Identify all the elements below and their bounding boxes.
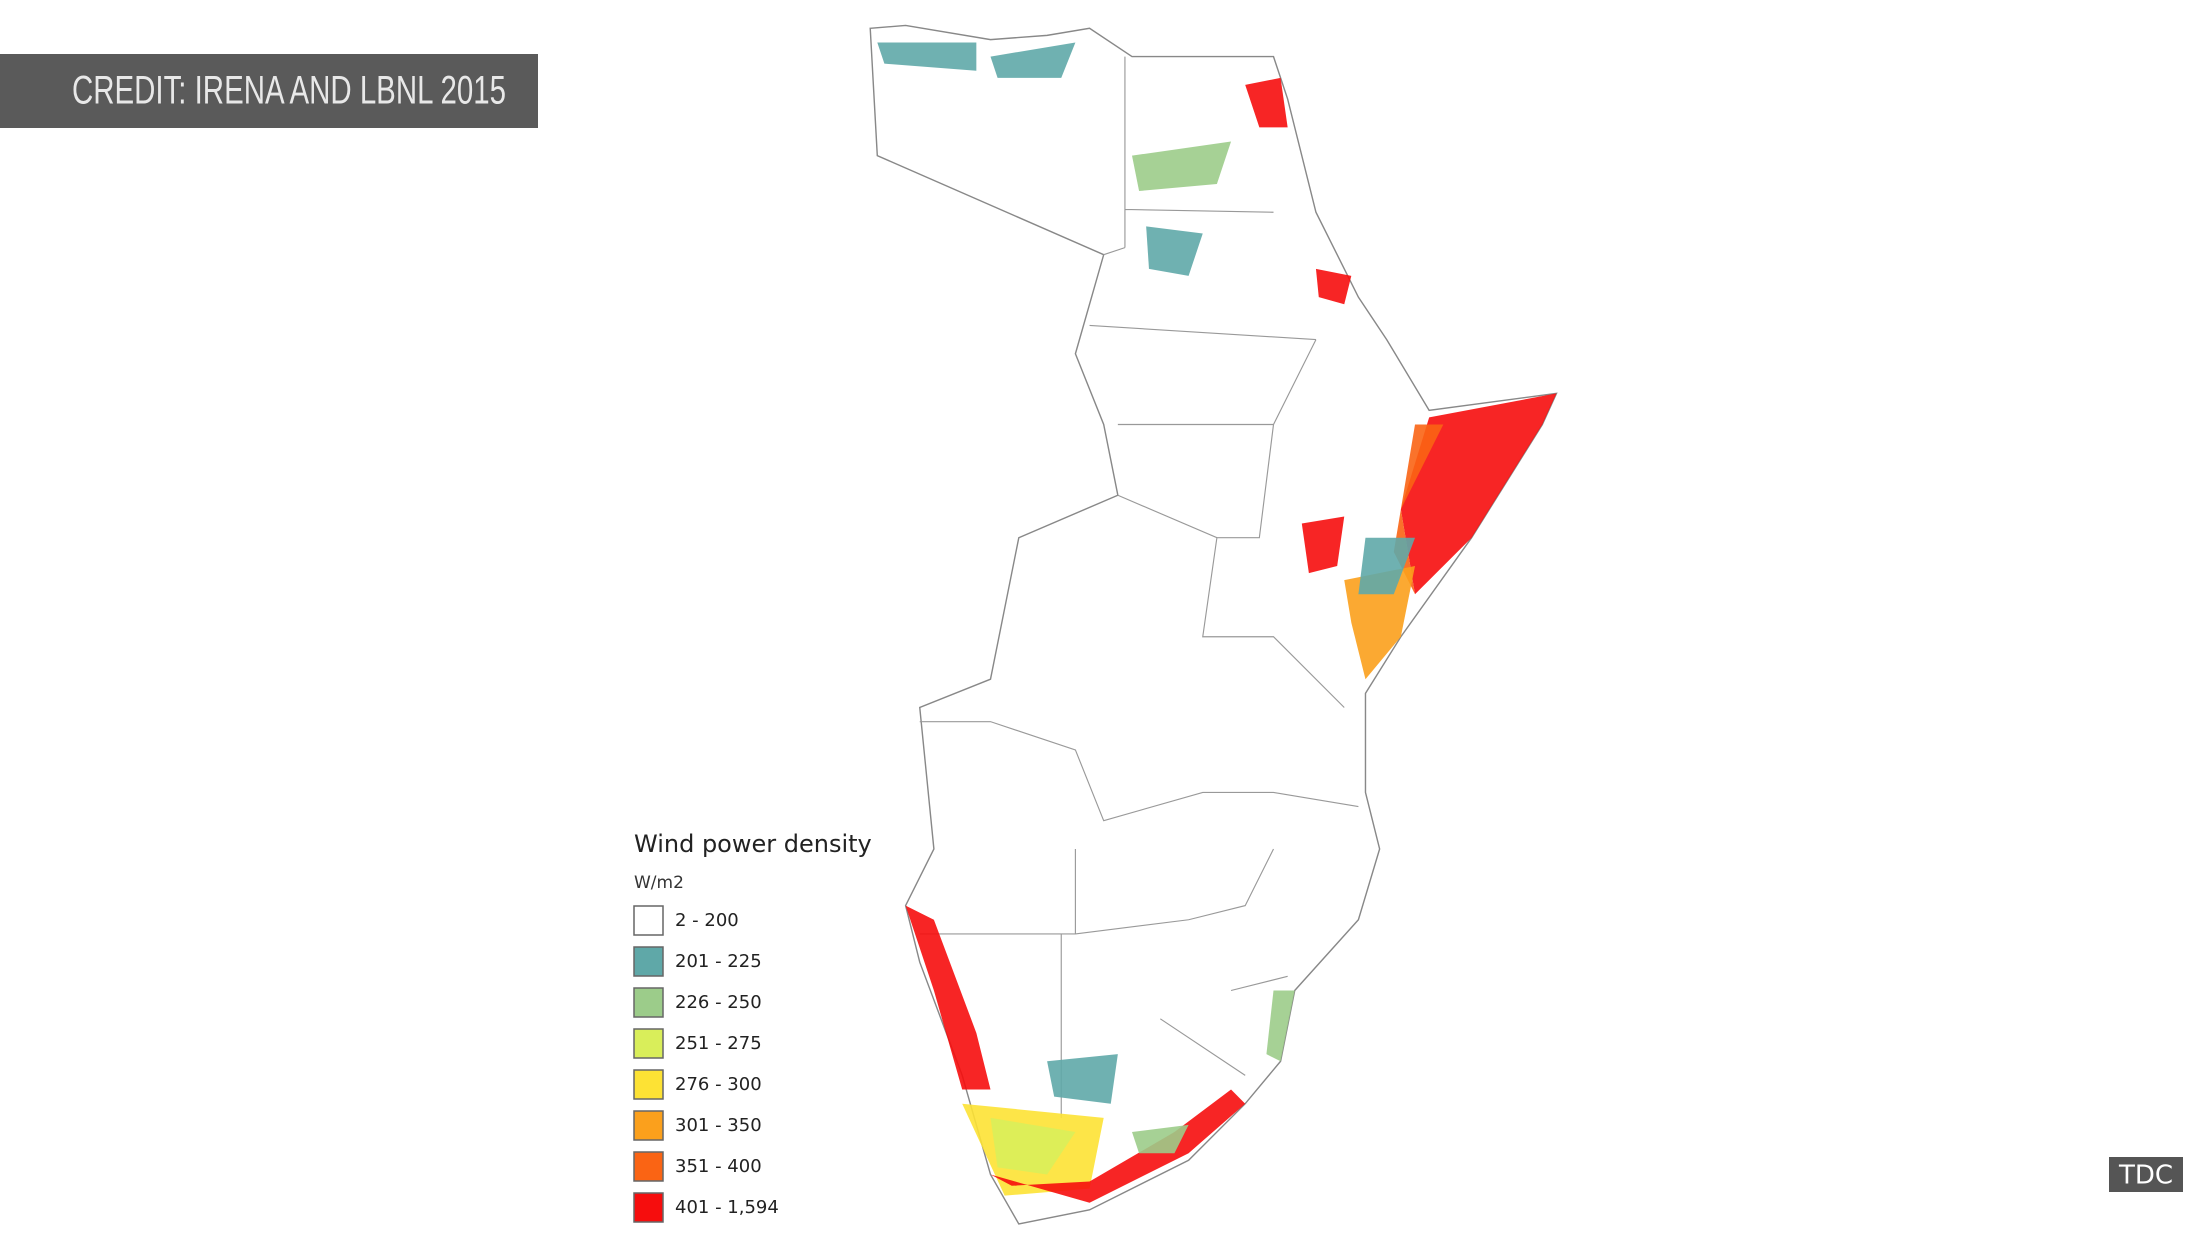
watermark: TDC xyxy=(2118,1161,2173,1191)
credit-text: CREDIT: IRENA AND LBNL 2015 xyxy=(72,69,506,113)
wind-zone xyxy=(1266,990,1295,1062)
wind-zone xyxy=(1146,226,1203,276)
wind-zone xyxy=(990,1089,1246,1203)
wind-zone xyxy=(877,42,977,71)
wind-zone xyxy=(1301,516,1345,574)
wind-zone xyxy=(905,905,991,1090)
watermark-box xyxy=(2107,1155,2185,1194)
legend-label: 251 - 275 xyxy=(675,1033,762,1054)
legend-swatch xyxy=(633,1110,664,1141)
legend-label: 226 - 250 xyxy=(675,992,762,1013)
legend-label: 401 - 1,594 xyxy=(675,1197,779,1218)
wind-zone xyxy=(1245,77,1288,128)
legend-label: 301 - 350 xyxy=(675,1115,762,1136)
wind-zone xyxy=(1315,268,1352,305)
legend-swatch xyxy=(633,1069,664,1100)
credit-banner xyxy=(0,54,538,128)
wind-zone xyxy=(1358,537,1415,595)
wind-zone xyxy=(990,42,1076,78)
legend-swatch xyxy=(633,905,664,936)
borders xyxy=(919,56,1359,1118)
legend-swatch xyxy=(633,987,664,1018)
wind-zone xyxy=(1047,1054,1118,1104)
wind-zone xyxy=(1132,1124,1189,1154)
legend-swatch xyxy=(633,1028,664,1059)
legend: 2 - 200 201 - 225 226 - 250 251 - 275 276 - … xyxy=(633,905,779,1223)
legend-title: Wind power density xyxy=(634,830,872,858)
legend-label: 276 - 300 xyxy=(675,1074,762,1095)
legend-label: 351 - 400 xyxy=(675,1156,762,1177)
legend-unit: W/m2 xyxy=(634,873,684,893)
legend-label: 201 - 225 xyxy=(675,951,762,972)
legend-label: 2 - 200 xyxy=(675,910,739,931)
legend-swatch xyxy=(633,946,664,977)
legend-swatch xyxy=(633,1151,664,1182)
wind-zone xyxy=(990,1117,1076,1175)
map xyxy=(869,24,1558,1225)
wind-zone xyxy=(1400,393,1557,595)
wind-zone xyxy=(1132,141,1232,192)
legend-swatch xyxy=(633,1192,664,1223)
